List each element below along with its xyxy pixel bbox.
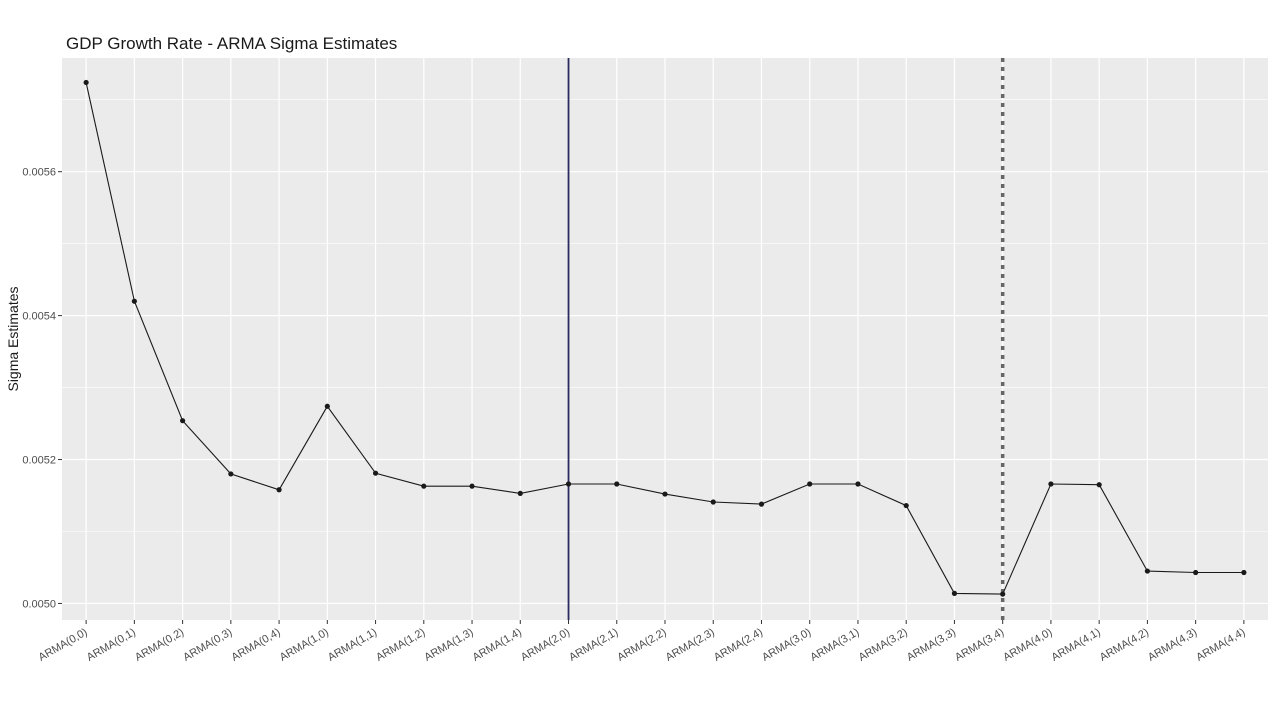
y-tick-label: 0.0054 — [22, 311, 56, 323]
data-point — [1193, 569, 1199, 576]
x-tick-label: ARMA(1,1) — [326, 626, 379, 664]
data-point — [855, 481, 861, 487]
x-tick-label: ARMA(0,0) — [37, 626, 90, 664]
x-tick-label: ARMA(3,4) — [953, 626, 1006, 664]
x-tick-label: ARMA(2,4) — [712, 626, 765, 664]
x-tick-label: ARMA(3,3) — [905, 626, 958, 664]
data-point — [421, 483, 427, 489]
x-tick-label: ARMA(0,2) — [133, 626, 186, 664]
data-point — [807, 481, 813, 487]
x-tick-label: ARMA(1,0) — [278, 626, 331, 664]
data-point — [1048, 481, 1054, 487]
data-point — [131, 298, 137, 304]
data-point — [180, 418, 186, 424]
x-tick-label: ARMA(3,1) — [808, 626, 861, 664]
data-point — [83, 79, 89, 86]
x-tick-label: ARMA(0,4) — [229, 626, 282, 664]
y-tick-label: 0.0056 — [22, 167, 56, 179]
x-tick-label: ARMA(2,2) — [615, 626, 668, 664]
x-tick-label: ARMA(1,4) — [471, 626, 524, 664]
x-tick-label: ARMA(0,1) — [85, 626, 138, 664]
data-point — [565, 481, 572, 487]
x-tick-label: ARMA(2,0) — [519, 626, 572, 664]
x-tick-label: ARMA(4,3) — [1146, 626, 1199, 664]
x-tick-label: ARMA(4,0) — [1001, 626, 1054, 664]
x-tick-label: ARMA(4,2) — [1098, 626, 1151, 664]
y-tick-label: 0.0050 — [22, 598, 56, 610]
chart-title: GDP Growth Rate - ARMA Sigma Estimates — [66, 34, 398, 53]
x-tick-label: ARMA(1,2) — [374, 626, 427, 664]
x-tick-label: ARMA(2,3) — [664, 626, 717, 664]
x-tick-label: ARMA(3,2) — [857, 626, 910, 664]
data-point — [372, 470, 379, 476]
data-point — [1241, 569, 1247, 576]
data-point — [951, 590, 958, 596]
data-point — [517, 490, 523, 496]
data-points — [83, 79, 1247, 597]
data-point — [903, 502, 909, 509]
y-tick-label: 0.0052 — [22, 455, 56, 467]
x-tick-label: ARMA(3,0) — [760, 626, 813, 664]
reference-lines — [567, 58, 1005, 620]
x-tick-label: ARMA(1,3) — [422, 626, 475, 664]
data-point — [758, 501, 765, 507]
data-point — [1000, 591, 1006, 597]
data-point — [1096, 482, 1102, 488]
x-tick-label: ARMA(0,3) — [181, 626, 234, 664]
x-tick-label: ARMA(2,1) — [567, 626, 620, 664]
data-point — [228, 471, 234, 477]
data-point — [662, 491, 668, 497]
y-axis-ticks: 0.0050 0.0052 0.0054 0.0056 — [22, 167, 62, 610]
data-point — [324, 403, 330, 409]
y-axis-title: Sigma Estimates — [5, 286, 21, 391]
data-point — [469, 483, 475, 489]
data-point — [1144, 568, 1150, 574]
x-tick-label: ARMA(4,4) — [1194, 626, 1247, 664]
data-point — [614, 481, 620, 487]
x-tick-label: ARMA(4,1) — [1050, 626, 1103, 664]
x-axis-ticks: ARMA(0,0)ARMA(0,1)ARMA(0,2)ARMA(0,3)ARMA… — [37, 620, 1247, 664]
data-point — [276, 487, 282, 493]
data-point — [710, 499, 716, 505]
